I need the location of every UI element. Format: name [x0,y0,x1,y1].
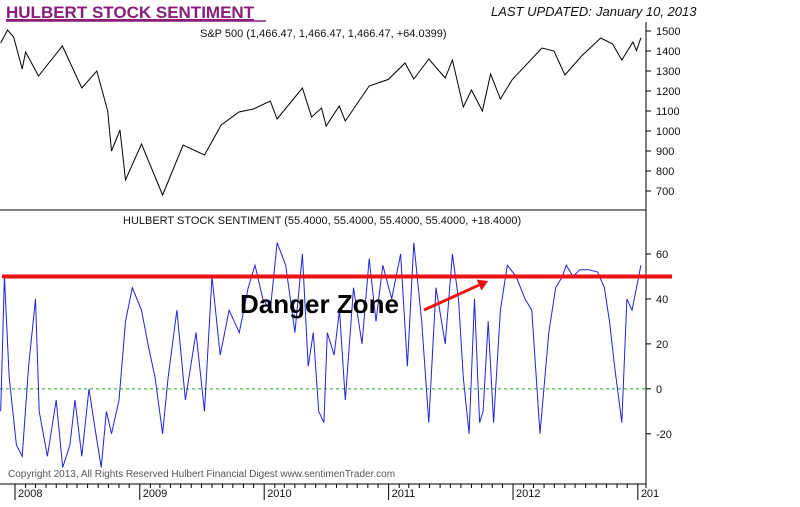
danger-zone-label: Danger Zone [240,289,399,319]
updated-label: LAST UPDATED: [491,4,592,19]
updated-date: January 10, 2013 [595,4,697,19]
x-tick-label: 2009 [143,488,167,500]
x-tick-label: 2008 [18,488,42,500]
danger-zone-arrow [423,283,480,312]
y-tick-label: 1000 [656,126,680,138]
y-tick-label: 1500 [656,26,680,38]
y-tick-label: 800 [656,166,674,178]
y-tick-label: -20 [656,429,672,441]
sp500-y-axis: 700 800 900 1000 1100 1200 1300 1400 1500 [646,26,680,198]
sentiment-y-axis: -20 0 20 40 60 [646,249,672,441]
sentiment-series-line [0,242,642,468]
sentiment-legend: HULBERT STOCK SENTIMENT (55.4000, 55.400… [123,215,521,227]
y-tick-label: 700 [656,186,674,198]
x-tick-label: 201 [641,488,659,500]
sp500-legend: S&P 500 (1,466.47, 1,466.47, 1,466.47, +… [200,28,447,40]
y-tick-label: 60 [656,249,668,261]
x-tick-label: 2010 [267,488,291,500]
x-tick-label: 2012 [516,488,540,500]
x-axis: 2008 2009 2010 2011 2012 201 [14,484,659,500]
y-tick-label: 0 [656,384,662,396]
chart-title: HULBERT STOCK SENTIMENT [6,3,255,22]
sp500-series-line [0,29,642,197]
y-tick-label: 1100 [656,106,680,118]
y-tick-label: 20 [656,339,668,351]
y-tick-label: 900 [656,146,674,158]
x-tick-label: 2011 [392,488,416,500]
copyright-text: Copyright 2013, All Rights Reserved Hulb… [8,469,395,480]
y-tick-label: 40 [656,294,668,306]
y-tick-label: 1200 [656,86,680,98]
arrowhead-icon [476,279,489,291]
y-tick-label: 1300 [656,66,680,78]
y-tick-label: 1400 [656,46,680,58]
